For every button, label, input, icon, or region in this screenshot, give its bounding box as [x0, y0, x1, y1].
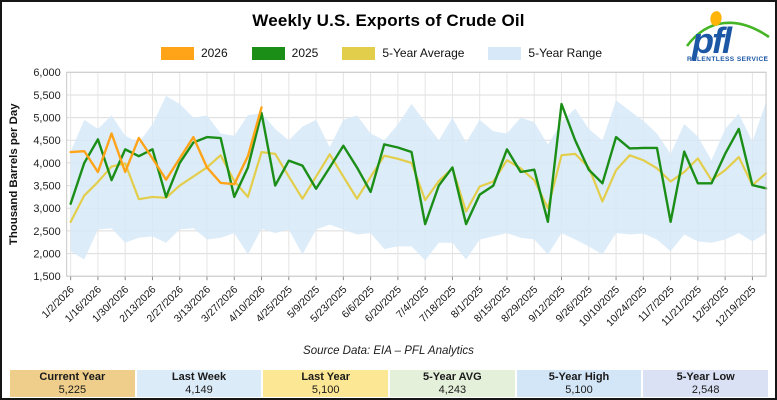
legend-item-2025: 2025: [251, 46, 319, 60]
legend-item-5yr-range: 5-Year Range: [488, 46, 602, 60]
legend-label-2026: 2026: [200, 46, 228, 60]
legend: 2026 2025 5-Year Average 5-Year Range: [2, 46, 775, 60]
series-line-2025: [69, 102, 768, 226]
y-tick-label: 3,500: [33, 181, 60, 193]
logo-text: pfl: [691, 20, 733, 61]
legend-swatch-5yr-range: [488, 46, 522, 60]
stat-label: Current Year: [39, 371, 106, 383]
source-note: Source Data: EIA – PFL Analytics: [303, 345, 474, 357]
legend-label-5yr-average: 5-Year Average: [382, 46, 465, 60]
stat-cell-5yr-avg: 5-Year AVG 4,243: [390, 370, 515, 397]
legend-swatch-2025: [251, 46, 285, 60]
pfl-logo: pfl RELENTLESS SERVICE ™: [685, 7, 771, 63]
chart-title: Weekly U.S. Exports of Crude Oil: [252, 11, 525, 30]
range-band: [70, 95, 767, 261]
y-tick-label: 4,000: [33, 158, 60, 170]
pfl-logo-graphic: pfl RELENTLESS SERVICE ™: [685, 11, 770, 63]
stat-label: Last Year: [301, 371, 351, 383]
logo-trademark: ™: [763, 55, 767, 60]
stat-value: 4,243: [438, 384, 467, 396]
stat-label: 5-Year Low: [676, 371, 735, 383]
logo-flame-icon: [710, 11, 722, 26]
y-tick-label: 1,500: [33, 271, 60, 283]
stat-value: 5,100: [311, 384, 340, 396]
y-tick-label: 4,500: [33, 135, 60, 147]
legend-label-5yr-range: 5-Year Range: [528, 46, 603, 60]
stat-cell-last-week: Last Week 4,149: [136, 370, 262, 397]
stat-value: 2,548: [691, 384, 720, 396]
y-axis-title: Thousand Barrels per Day: [8, 103, 20, 245]
legend-item-5yr-average: 5-Year Average: [342, 46, 464, 60]
y-tick-label: 5,000: [33, 113, 60, 125]
stat-value: 5,225: [58, 384, 87, 396]
stat-value: 4,149: [185, 384, 213, 396]
series-line-2026: [69, 106, 263, 186]
y-tick-label: 2,000: [33, 249, 60, 261]
stat-cell-5yr-low: 5-Year Low 2,548: [643, 370, 769, 397]
legend-swatch-5yr-average: [342, 46, 376, 60]
stat-cell-5yr-high: 5-Year High 5,100: [516, 370, 642, 397]
legend-item-2026: 2026: [160, 46, 228, 60]
stat-cell-last-year: Last Year 5,100: [263, 370, 389, 397]
y-tick-label: 2,500: [33, 226, 60, 238]
stat-label: 5-Year High: [548, 371, 610, 383]
stat-label: 5-Year AVG: [423, 371, 482, 383]
stat-value: 5,100: [565, 384, 593, 396]
stat-label: Last Week: [171, 371, 227, 383]
y-tick-label: 6,000: [33, 67, 60, 79]
legend-label-2025: 2025: [291, 46, 319, 60]
y-tick-label: 5,500: [33, 90, 60, 102]
stats-bar: Current Year 5,225 Last Week 4,149 Last …: [10, 370, 769, 397]
logo-swoosh-icon: [685, 21, 770, 47]
y-tick-label: 3,000: [33, 203, 60, 215]
series-line-5-year-average: [69, 150, 768, 223]
legend-swatch-2026: [160, 46, 194, 60]
stat-cell-current-year: Current Year 5,225: [10, 370, 135, 397]
logo-tagline: RELENTLESS SERVICE: [687, 56, 769, 63]
plot-border: [66, 71, 767, 277]
